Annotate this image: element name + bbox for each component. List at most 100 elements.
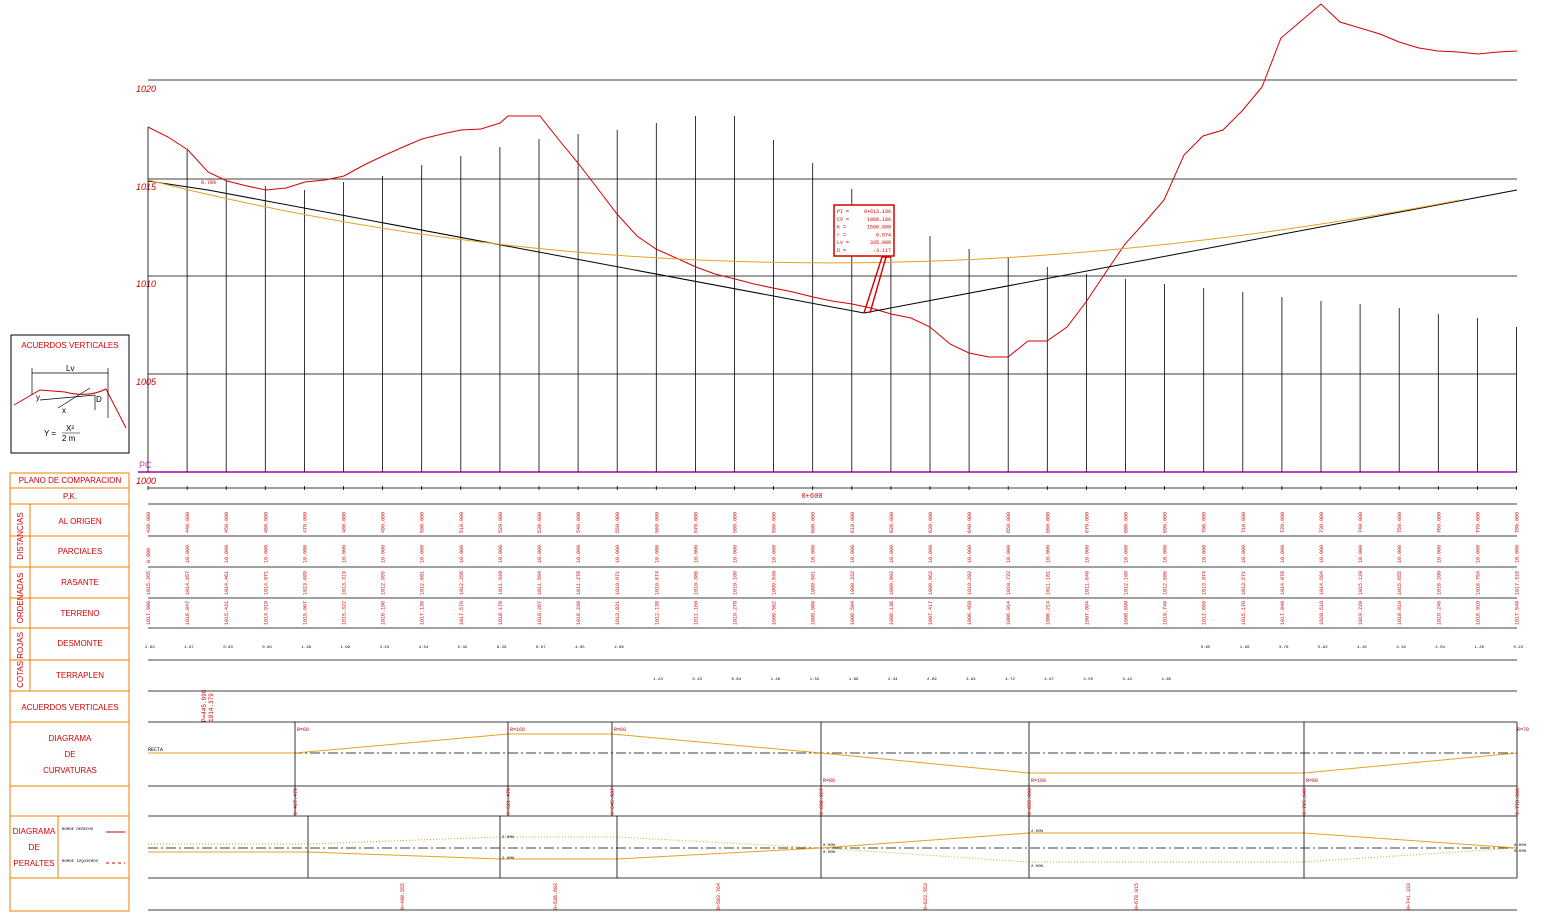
- terreno-value: 1018.810: [1397, 601, 1403, 625]
- legend-title: ACUERDOS VERTICALES: [21, 341, 118, 350]
- terreno-value: 1012.650: [1202, 601, 1208, 625]
- legend-d: D: [96, 395, 102, 404]
- rasante-value: 1010.971: [615, 571, 621, 595]
- terreno-value: 1017.540: [1515, 601, 1521, 625]
- partial-value: 10.000: [850, 545, 856, 563]
- curvature-station: 0+655.000: [1027, 788, 1033, 815]
- station-verticals: [147, 116, 1517, 472]
- terreno-value: 1020.510: [1319, 601, 1325, 625]
- terreno-value: 1018.010: [1475, 601, 1481, 625]
- station-value: 710.000: [1241, 512, 1247, 533]
- label-curvaturas: CURVATURAS: [43, 766, 97, 775]
- rasante-value: 1014.594: [1319, 571, 1325, 595]
- rasante-value: 1009.332: [850, 571, 856, 595]
- partial-value: 10.000: [1436, 545, 1442, 563]
- peralte-station: 0+498.555: [400, 883, 406, 910]
- station-value: 730.000: [1319, 512, 1325, 533]
- label-distancias: DISTANCIAS: [16, 512, 25, 559]
- terreno-value: 1019.220: [1358, 601, 1364, 625]
- desmonte-value: 1.60: [1240, 646, 1250, 650]
- acuerdo-label-pk: P=445.998: [201, 689, 208, 722]
- desmonte-value: 5.32: [458, 646, 468, 650]
- curve-callout: PI = 0+613.196 CV = 1008.186 K = 1500.000 r = 0…: [833, 204, 895, 314]
- legend-formula-num: X²: [66, 424, 74, 433]
- terraplen-value: 0.84: [732, 678, 742, 682]
- terraplen-value: 1.88: [849, 678, 859, 682]
- curve-table-value: -3.117: [873, 248, 891, 254]
- station-value: 740.000: [1358, 512, 1364, 533]
- terreno-value: 1018.267: [537, 601, 543, 625]
- curve-table-key: K =: [837, 225, 846, 231]
- station-value: 460.000: [263, 512, 269, 533]
- datum-marker: PC: [139, 460, 152, 470]
- label-terraplen: TERRAPLEN: [56, 671, 104, 680]
- label-pk: P.K.: [63, 492, 77, 501]
- station-value: 610.000: [850, 512, 856, 533]
- terreno-value: 1006.450: [967, 601, 973, 625]
- partial-value: 10.000: [654, 545, 660, 563]
- partial-value: 10.000: [1241, 545, 1247, 563]
- terreno-value: 1017.900: [146, 601, 152, 625]
- partial-value: 10.000: [185, 545, 191, 563]
- station-value: 540.000: [576, 512, 582, 533]
- station-value: 700.000: [1202, 512, 1208, 533]
- band-lines: [148, 487, 1517, 911]
- partial-value: 10.000: [733, 545, 739, 563]
- partial-value: 10.000: [889, 545, 895, 563]
- terreno-value: 1007.417: [928, 601, 934, 625]
- partial-value: 10.000: [811, 545, 817, 563]
- terreno-value: 1010.270: [733, 601, 739, 625]
- rasante-value: 1012.256: [459, 571, 465, 595]
- partial-value: 10.000: [1202, 545, 1208, 563]
- rasante-value: 1010.732: [1006, 571, 1012, 595]
- rasante-value: 1009.862: [928, 571, 934, 595]
- partial-value: 10.000: [1163, 545, 1169, 563]
- station-value: 620.000: [889, 512, 895, 533]
- partial-value: 10.000: [459, 545, 465, 563]
- station-value: 520.000: [498, 512, 504, 533]
- partial-value: 10.000: [1124, 545, 1130, 563]
- terreno-value: 1007.094: [1084, 601, 1090, 625]
- curvature-tag-5: R=160: [1031, 778, 1046, 784]
- curvature-tag-6: R=80: [1306, 778, 1318, 784]
- terreno-value: 1015.322: [342, 601, 348, 625]
- peralte-tag-6: 2.00%: [1031, 865, 1044, 869]
- partial-value: 10.000: [1084, 545, 1090, 563]
- desmonte-value: 4.54: [419, 646, 429, 650]
- curve-table-value: 0+613.196: [864, 209, 891, 215]
- station-value: 590.000: [772, 512, 778, 533]
- label-al-origen: AL ORIGEN: [58, 517, 101, 526]
- label-plano: PLANO DE COMPARACION: [19, 476, 122, 485]
- station-value: 600.000: [811, 512, 817, 533]
- station-value: 660.000: [1045, 512, 1051, 533]
- desmonte-value: 2.63: [145, 646, 155, 650]
- desmonte-value: 0.65: [1201, 646, 1211, 650]
- rasante-value: 1009.092: [889, 571, 895, 595]
- terreno-value: 1017.840: [1280, 601, 1286, 625]
- terraplen-value: 2.44: [888, 678, 898, 682]
- peralte-station: 0+536.682: [553, 883, 559, 910]
- curvature-tag-7: R=70: [1517, 727, 1529, 733]
- terreno-value: 1016.847: [185, 601, 191, 625]
- terreno-value: 1006.214: [1045, 601, 1051, 625]
- station-value: 550.000: [615, 512, 621, 533]
- terreno-value: 1011.160: [693, 601, 699, 625]
- rasante-value: 1009.581: [811, 571, 817, 595]
- legend-y: y: [36, 393, 40, 402]
- label-terreno: TERRENO: [60, 609, 99, 618]
- label-peraltes-de: DE: [28, 843, 39, 852]
- desmonte-value: 4.10: [1357, 646, 1367, 650]
- curvature-station: 0+521.479: [506, 788, 512, 815]
- curvature-tag-1: R=60: [297, 727, 309, 733]
- peralte-tag-2: 2.00%: [502, 857, 515, 861]
- elevation-label-1020: 1020: [136, 84, 156, 94]
- station-value: 430.000: [146, 512, 152, 533]
- desmonte-value: 1.99: [341, 646, 351, 650]
- partial-value: 10.000: [537, 545, 543, 563]
- rasante-value: 1010.386: [693, 571, 699, 595]
- terraplen-value: 0.43: [692, 678, 702, 682]
- desmonte-value: 3.16: [1396, 646, 1406, 650]
- rasante-value: 1013.319: [342, 571, 348, 595]
- label-cotas-rojas: COTAS ROJAS: [16, 632, 25, 688]
- terrain-line: [147, 3, 1518, 358]
